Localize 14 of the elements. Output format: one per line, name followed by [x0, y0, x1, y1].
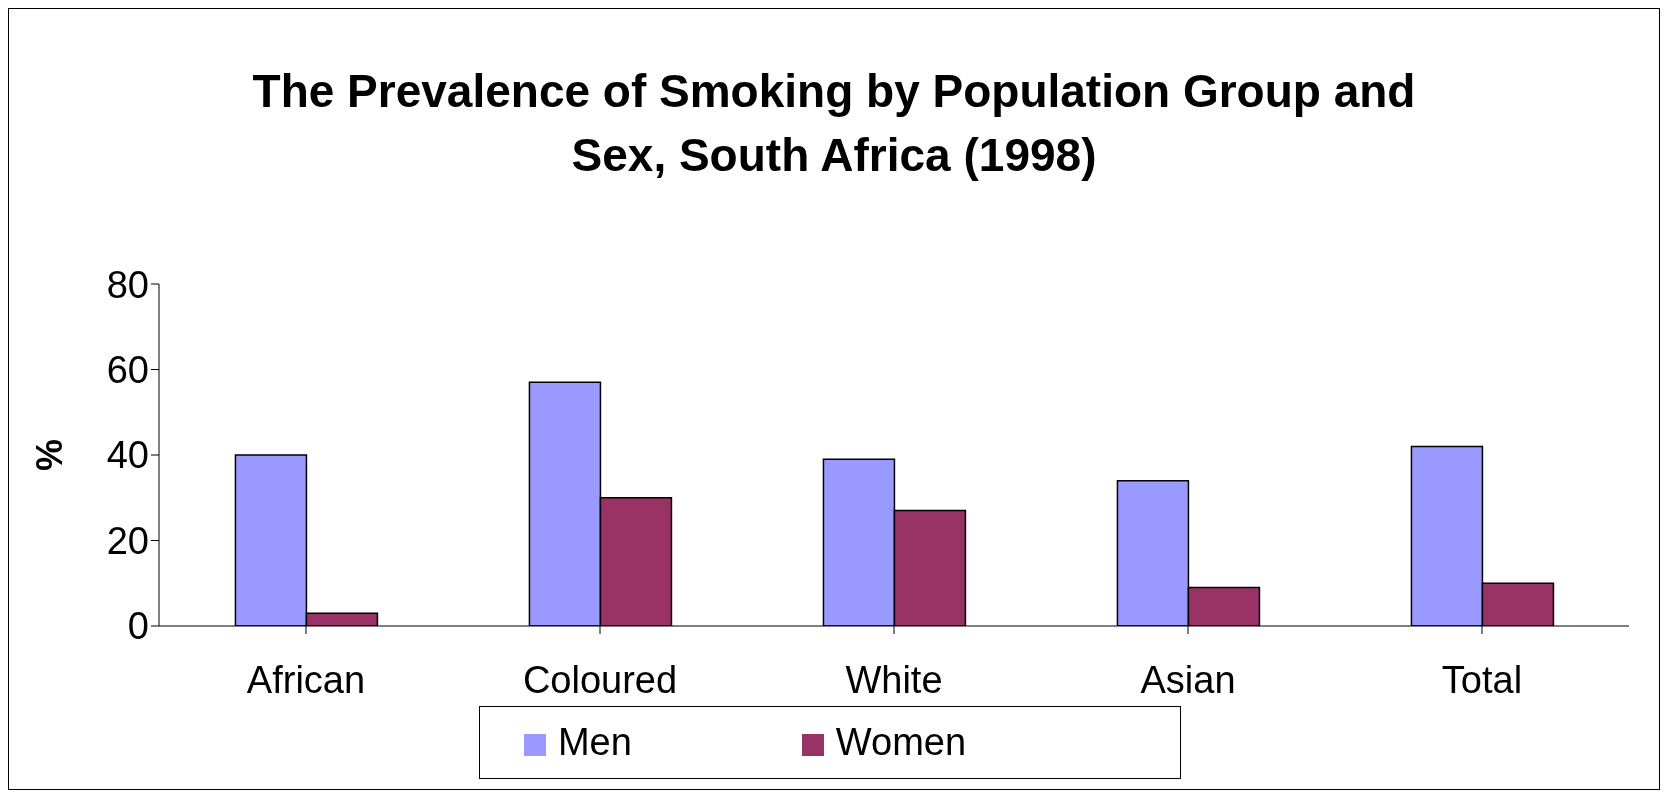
chart-title: The Prevalence of Smoking by Population Group and Sex, South Africa (1998) [251, 64, 1417, 183]
x-tick-label: White [845, 658, 943, 701]
legend-label: Women [835, 721, 967, 763]
x-tick-label: Coloured [522, 658, 678, 701]
y-tick-label: 20 [106, 519, 149, 562]
y-axis-title: % [28, 438, 70, 472]
y-tick-label: 0 [127, 605, 149, 648]
y-tick-label: 60 [106, 348, 149, 391]
y-tick-label: 80 [106, 263, 149, 306]
x-tick-label: African [246, 658, 366, 701]
legend-label: Men [557, 721, 632, 763]
x-tick-label: Asian [1140, 658, 1236, 701]
x-tick-label: Total [1441, 658, 1523, 701]
y-tick-label: 40 [106, 434, 149, 477]
